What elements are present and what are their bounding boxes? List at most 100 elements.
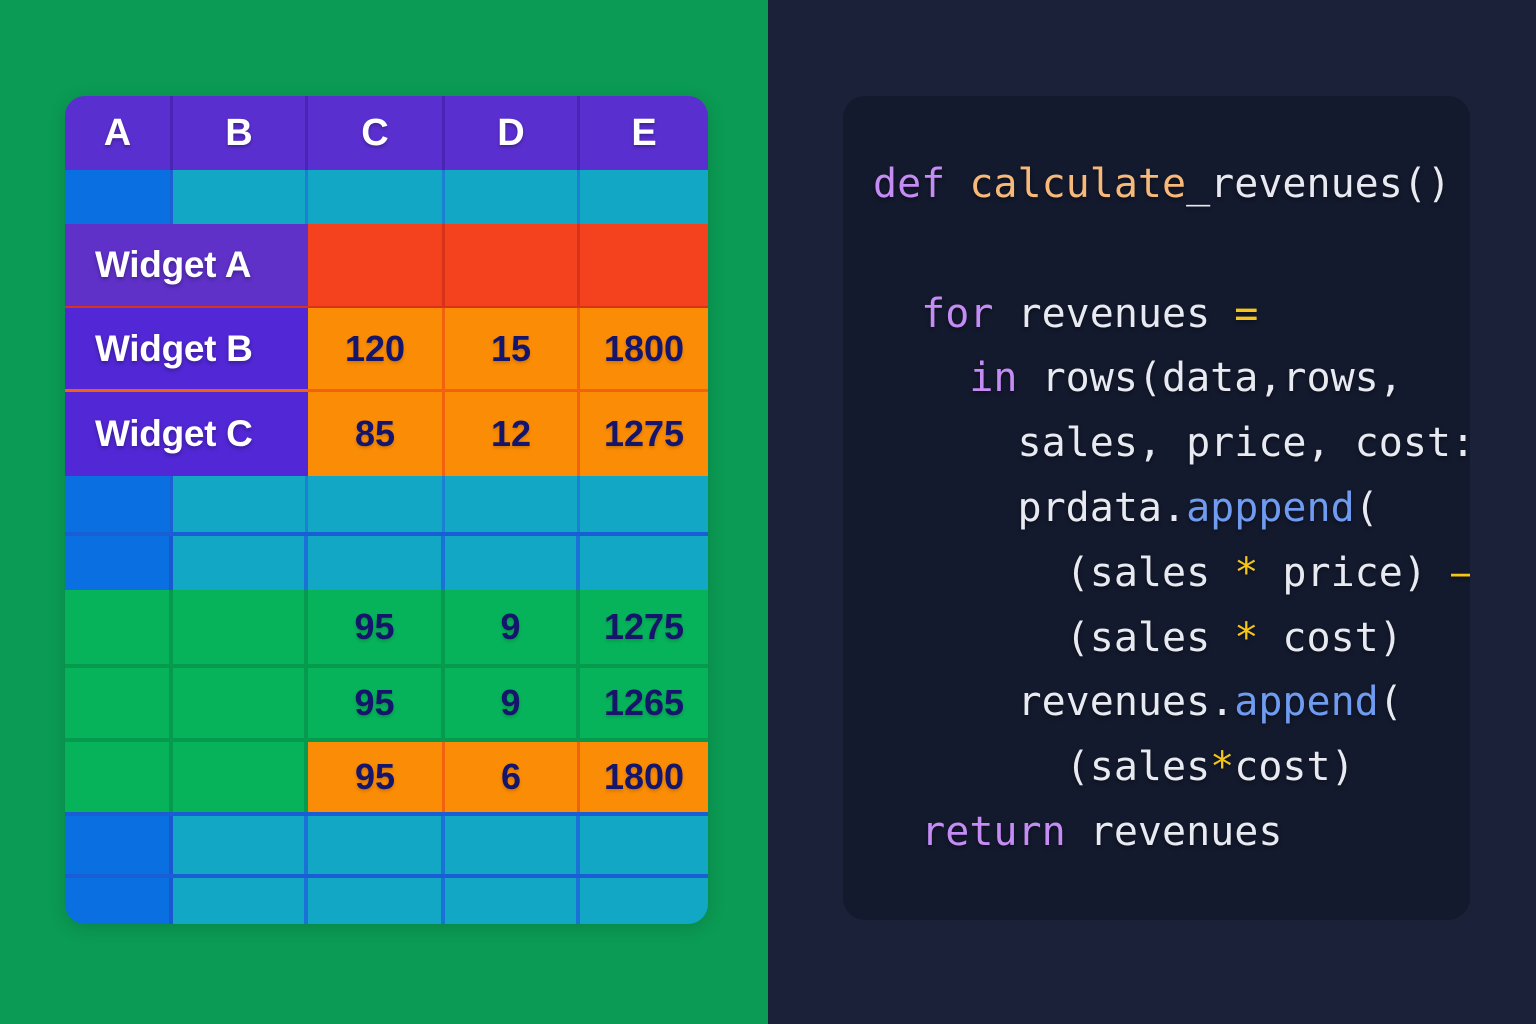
code-line: (sales*cost) [873, 735, 1440, 800]
code-token-plain: (sales [1065, 614, 1235, 661]
code-token-plain: ( [1354, 484, 1379, 531]
cell-empty[interactable] [173, 668, 308, 738]
cell-empty[interactable] [65, 668, 173, 738]
cell-empty[interactable] [65, 742, 173, 812]
cell-value[interactable] [308, 224, 445, 306]
table-row: 95 9 1265 [65, 664, 708, 738]
cell-value[interactable]: 85 [308, 392, 445, 476]
cell-empty[interactable] [173, 816, 308, 874]
row-label-widget-c[interactable]: Widget C [65, 392, 308, 476]
code-token-kw: in [969, 355, 1018, 402]
code-token-op: = [1234, 290, 1259, 337]
code-line: prdata.apppend( [873, 476, 1440, 541]
column-header-e[interactable]: E [631, 111, 657, 154]
code-line: return revenues [873, 800, 1440, 865]
cell-value[interactable]: 12 [445, 392, 580, 476]
cell-empty[interactable] [65, 816, 173, 874]
cell-value[interactable]: 95 [308, 590, 445, 664]
cell-empty[interactable] [308, 816, 445, 874]
cell-value[interactable]: 6 [445, 742, 580, 812]
code-line: (sales * price) – [873, 541, 1470, 606]
code-token-method: apppend [1186, 484, 1355, 531]
code-token-fn: calculate [969, 161, 1187, 207]
table-row [65, 812, 708, 874]
code-token-plain: revenues [1065, 808, 1283, 855]
code-token-plain: revenues [993, 290, 1235, 337]
code-line [873, 217, 1440, 282]
code-token-plain: cost) [1258, 614, 1403, 661]
code-line: revenues.append( [873, 670, 1440, 735]
code-token-plain: sales, price, cost: [1017, 420, 1471, 467]
code-line: def calculate_revenues() [873, 152, 1451, 217]
cell-value[interactable]: 1800 [580, 742, 708, 812]
cell-value[interactable]: 95 [308, 742, 445, 812]
table-row [65, 874, 708, 924]
code-token-plain: (sales [1065, 549, 1235, 596]
code-token-plain: rows(data,rows, [1017, 355, 1403, 402]
cell-empty[interactable] [65, 536, 173, 590]
code-token-plain: _revenues() [1186, 161, 1451, 207]
code-line: in rows(data,rows, [873, 346, 1440, 411]
cell-value[interactable]: 1800 [580, 308, 708, 389]
cell-empty[interactable] [173, 476, 308, 532]
cell-empty[interactable] [445, 536, 580, 590]
cell-value[interactable]: 120 [308, 308, 445, 389]
cell-empty[interactable] [173, 878, 308, 924]
table-row: 95 6 1800 [65, 738, 708, 812]
cell-empty[interactable] [445, 816, 580, 874]
code-token-op: * [1234, 614, 1259, 661]
cell-value[interactable]: 15 [445, 308, 580, 389]
code-line: for revenues = [873, 282, 1440, 347]
cell-empty[interactable] [308, 476, 445, 532]
code-token-plain: price) [1258, 549, 1451, 596]
cell-empty[interactable] [580, 476, 708, 532]
column-header-b[interactable]: B [173, 96, 308, 170]
cell-empty[interactable] [580, 816, 708, 874]
code-token-op: * [1234, 549, 1259, 596]
cell-empty[interactable] [65, 476, 173, 532]
cell-empty[interactable] [65, 170, 173, 224]
cell-empty[interactable] [173, 170, 308, 224]
code-token-kw: for [921, 290, 994, 337]
cell-value[interactable]: 1265 [580, 668, 708, 738]
cell-value[interactable] [445, 224, 580, 306]
table-row: Widget A [65, 224, 708, 308]
cell-empty[interactable] [308, 878, 445, 924]
cell-empty[interactable] [445, 878, 580, 924]
cell-value[interactable] [580, 224, 708, 306]
cell-empty[interactable] [308, 536, 445, 590]
spreadsheet-grid[interactable]: A B C D E Widget A [65, 96, 708, 924]
cell-empty[interactable] [173, 742, 308, 812]
code-card: def calculate_revenues() for revenues = … [843, 96, 1470, 920]
code-token-method: append [1234, 679, 1379, 726]
code-listing[interactable]: def calculate_revenues() for revenues = … [873, 152, 1470, 865]
column-header-c[interactable]: C [308, 96, 445, 170]
cell-empty[interactable] [445, 476, 580, 532]
cell-empty[interactable] [65, 878, 173, 924]
cell-empty[interactable] [173, 536, 308, 590]
cell-value[interactable]: 9 [445, 590, 580, 664]
column-header-d[interactable]: D [445, 96, 580, 170]
code-token-op: * [1210, 744, 1235, 791]
cell-value[interactable]: 9 [445, 668, 580, 738]
row-label-widget-a[interactable]: Widget A [65, 224, 308, 306]
cell-empty[interactable] [580, 170, 708, 224]
row-label-widget-b[interactable]: Widget B [65, 308, 308, 389]
column-header-a[interactable]: A [65, 96, 173, 170]
cell-empty[interactable] [308, 170, 445, 224]
code-token-kw: def [873, 161, 946, 207]
table-header-row: A B C D E [65, 96, 708, 170]
code-token-plain: cost) [1234, 744, 1355, 791]
cell-value[interactable]: 1275 [580, 590, 708, 664]
cell-empty[interactable] [173, 590, 308, 664]
cell-empty[interactable] [445, 170, 580, 224]
cell-value[interactable]: 1275 [580, 392, 708, 476]
cell-value[interactable]: 95 [308, 668, 445, 738]
cell-empty[interactable] [65, 590, 173, 664]
code-pane: def calculate_revenues() for revenues = … [768, 0, 1536, 1024]
cell-empty[interactable] [580, 878, 708, 924]
cell-empty[interactable] [580, 536, 708, 590]
table-row: Widget C 85 12 1275 [65, 392, 708, 476]
table-row [65, 476, 708, 532]
